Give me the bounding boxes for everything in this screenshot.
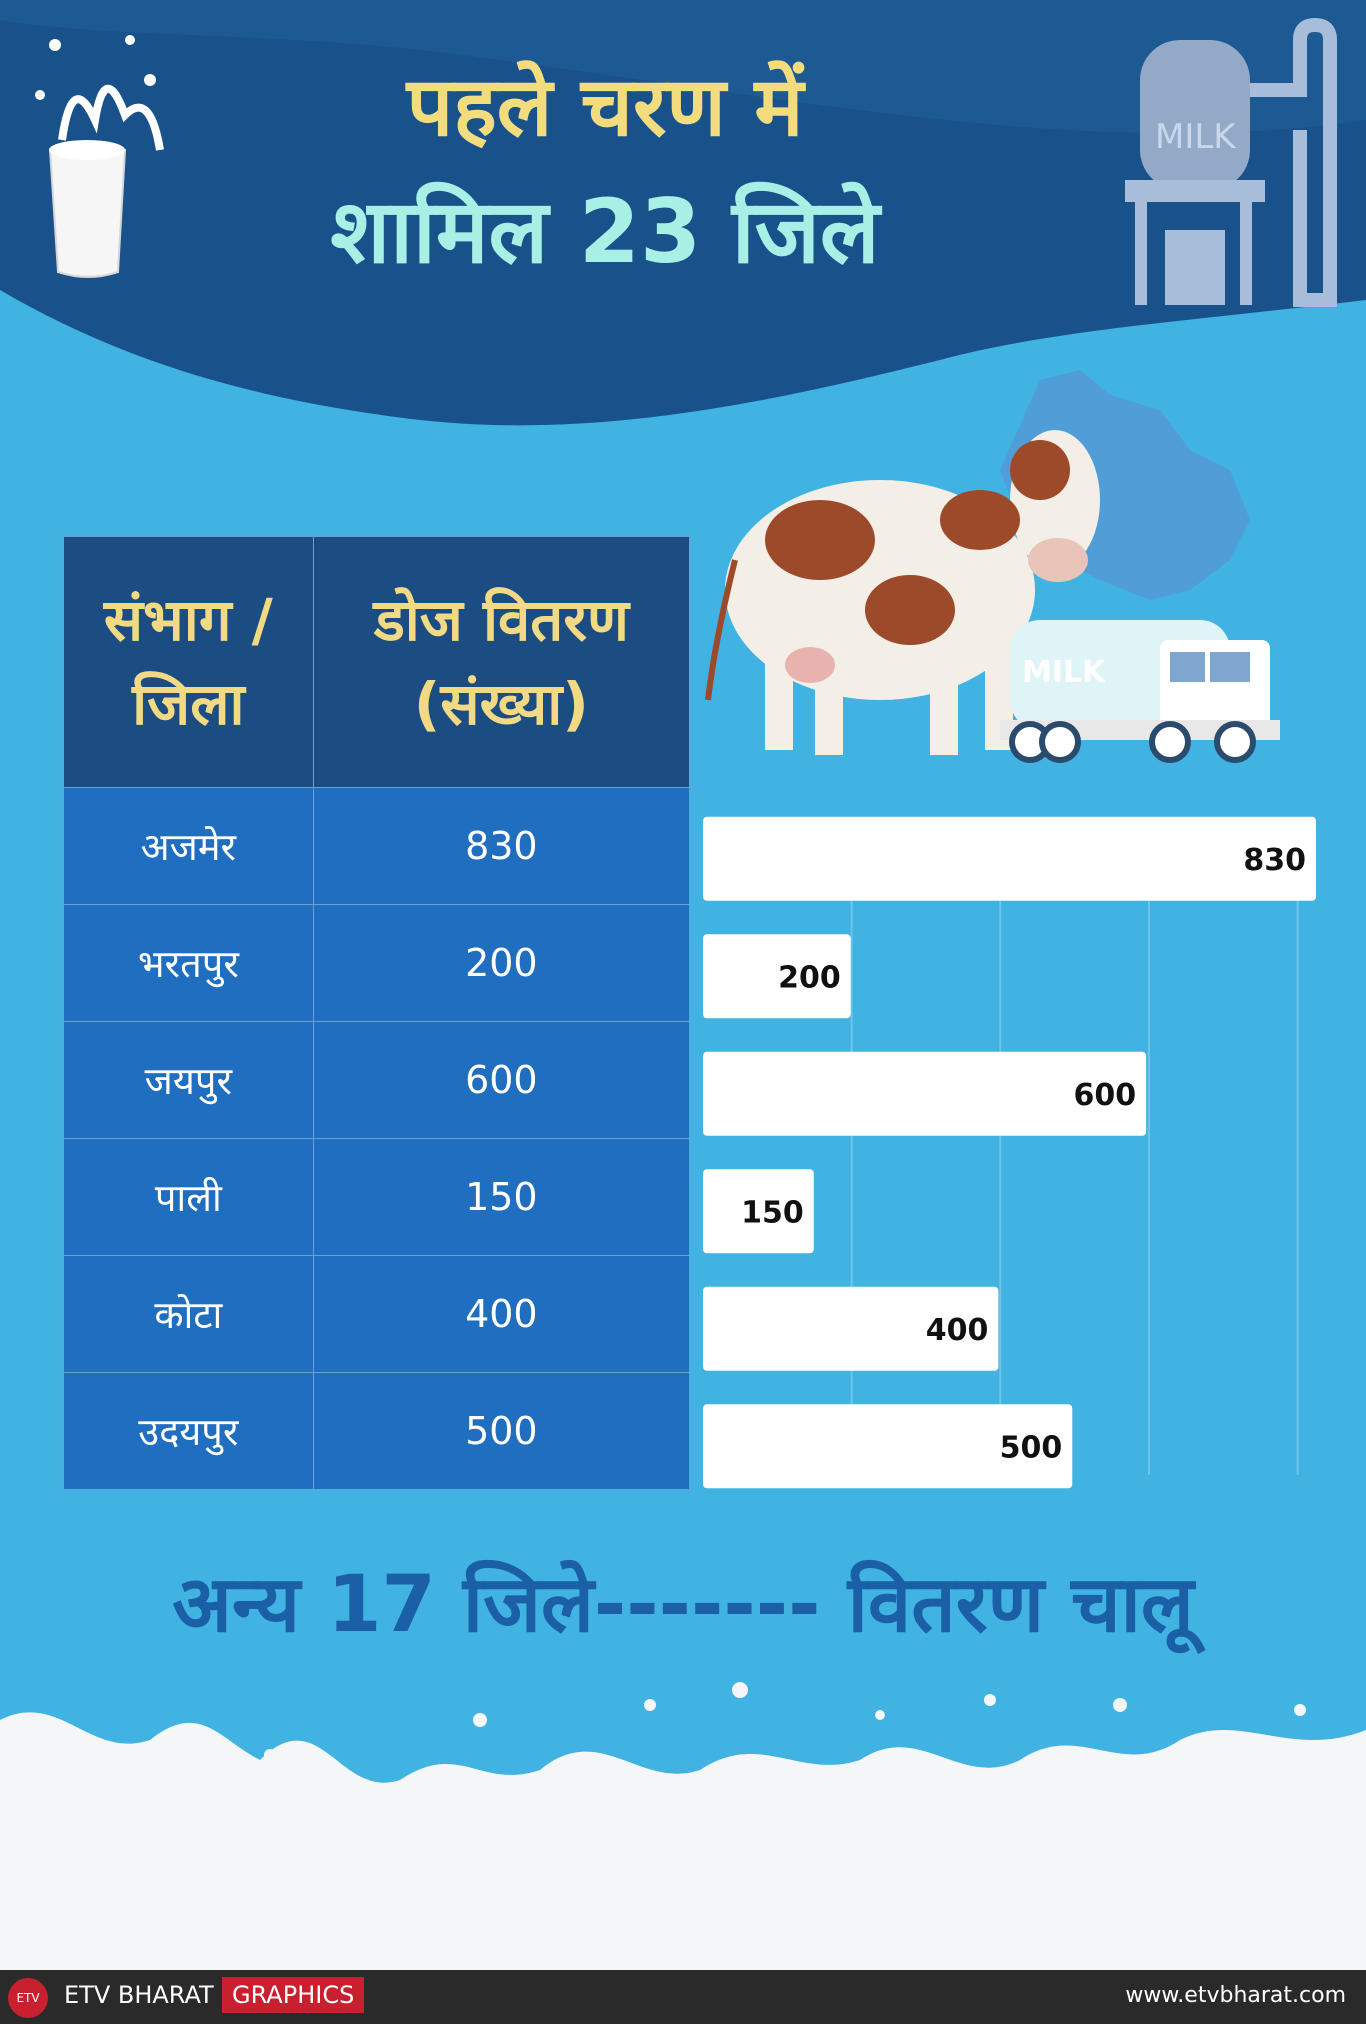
- district-cell: जयपुर: [64, 1022, 314, 1139]
- table-row: भरतपुर 200: [64, 905, 690, 1022]
- district-cell: अजमेर: [64, 788, 314, 905]
- title-line2: शामिल 23 जिले: [0, 168, 1210, 288]
- bar-value-label: 500: [1000, 1430, 1063, 1465]
- district-cell: कोटा: [64, 1256, 314, 1373]
- website-link[interactable]: www.etvbharat.com: [1125, 1983, 1346, 2008]
- doses-cell: 500: [313, 1373, 689, 1490]
- brand-name: ETV BHARAT: [64, 1981, 214, 2009]
- table-row: कोटा 400: [64, 1256, 690, 1373]
- doses-cell: 600: [313, 1022, 689, 1139]
- chart-bars: 830 200 600 150 400 500: [703, 817, 1316, 1489]
- milk-splash: [0, 1712, 1366, 1970]
- doses-cell: 400: [313, 1256, 689, 1373]
- milk-truck-illustration: MILK: [1000, 620, 1280, 760]
- milk-droplets: [264, 1682, 1306, 1761]
- bar-1: [703, 817, 1316, 901]
- footer-note: अन्य 17 जिले------- वितरण चालू: [0, 1548, 1366, 1654]
- doses-cell: 200: [313, 905, 689, 1022]
- bar-value-label: 830: [1243, 843, 1306, 878]
- title-line1: पहले चरण में: [0, 48, 1210, 160]
- bottom-bar: ETV ETV BHARAT GRAPHICS www.etvbharat.co…: [0, 1970, 1366, 2024]
- bar-value-label: 600: [1074, 1078, 1137, 1113]
- table-row: जयपुर 600: [64, 1022, 690, 1139]
- header-district: संभाग / जिला: [64, 537, 314, 788]
- etv-logo: ETV: [8, 1978, 48, 2018]
- doses-cell: 150: [313, 1139, 689, 1256]
- table-row: अजमेर 830: [64, 788, 690, 905]
- truck-milk-label: MILK: [1022, 655, 1107, 690]
- graphics-badge: GRAPHICS: [222, 1977, 364, 2013]
- table-row: पाली 150: [64, 1139, 690, 1256]
- bar-value-label: 200: [778, 960, 841, 995]
- district-cell: उदयपुर: [64, 1373, 314, 1490]
- bar-value-label: 150: [741, 1195, 804, 1230]
- district-cell: पाली: [64, 1139, 314, 1256]
- doses-cell: 830: [313, 788, 689, 905]
- bar-value-label: 400: [926, 1313, 989, 1348]
- table-row: उदयपुर 500: [64, 1373, 690, 1490]
- chart-grid: [852, 880, 1298, 1475]
- district-cell: भरतपुर: [64, 905, 314, 1022]
- dose-table: संभाग / जिला डोज वितरण (संख्या) अजमेर 830 भर…: [63, 536, 690, 1490]
- header-doses: डोज वितरण (संख्या): [313, 537, 689, 788]
